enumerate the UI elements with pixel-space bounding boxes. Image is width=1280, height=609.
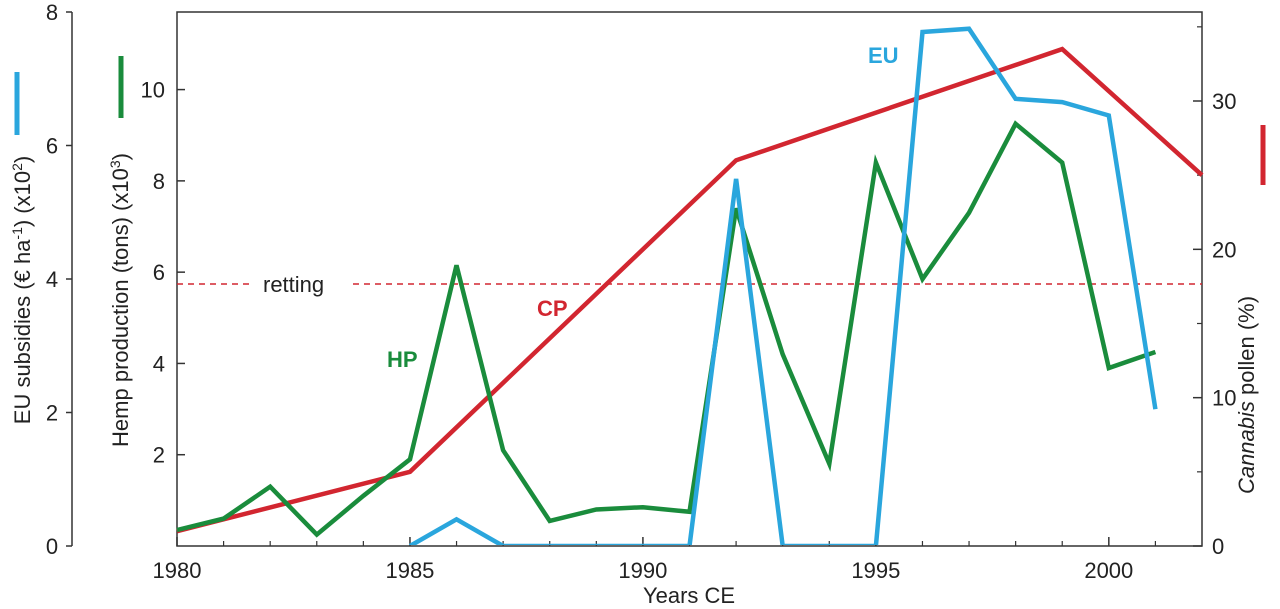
cp-tick-label: 20 bbox=[1212, 237, 1236, 262]
series-label-hp: HP bbox=[387, 347, 418, 372]
hp-axis-label: Hemp production (tons) (x103) bbox=[107, 153, 133, 447]
x-tick-label: 1980 bbox=[153, 558, 202, 583]
x-tick-label: 2000 bbox=[1084, 558, 1133, 583]
series-label-eu: EU bbox=[868, 43, 899, 68]
cp-tick-label: 30 bbox=[1212, 89, 1236, 114]
eu-axis-label-part: ) (x10 bbox=[10, 171, 35, 227]
cp-ticks: 0 10 20 30 bbox=[1193, 26, 1236, 559]
eu-tick-label: 8 bbox=[46, 0, 58, 25]
eu-tick-label: 4 bbox=[46, 267, 58, 292]
eu-axis-label: EU subsidies (€ ha-1) (x102) bbox=[9, 156, 35, 424]
series-lines bbox=[176, 26, 1204, 545]
cp-axis-label-group: Cannabis pollen (%) bbox=[1234, 125, 1266, 494]
eu-axis-label-group: EU subsidies (€ ha-1) (x102) bbox=[9, 72, 35, 424]
hp-axis-label-part: Hemp production (tons) (x10 bbox=[108, 168, 133, 447]
x-tick-label: 1985 bbox=[385, 558, 434, 583]
hp-tick-label: 6 bbox=[153, 260, 165, 285]
eu-axis-label-sup: 2 bbox=[9, 163, 25, 171]
cp-axis-label: Cannabis pollen (%) bbox=[1234, 296, 1259, 494]
eu-axis-label-sup: -1 bbox=[9, 227, 25, 240]
hp-tick-label: 8 bbox=[153, 169, 165, 194]
x-tick-label: 1990 bbox=[618, 558, 667, 583]
series-line-eu bbox=[408, 26, 1158, 545]
cp-tick-label: 0 bbox=[1212, 534, 1224, 559]
cp-axis-label-italic: Cannabis bbox=[1234, 401, 1259, 494]
series-line-cp bbox=[176, 46, 1204, 534]
hp-axis-label-sup: 3 bbox=[107, 160, 123, 168]
x-ticks: 1980 1985 1990 1995 2000 bbox=[153, 537, 1157, 583]
cp-axis-label-part: pollen (%) bbox=[1234, 296, 1259, 401]
retting-label-bg bbox=[252, 268, 352, 298]
eu-axis-label-part: EU subsidies (€ ha bbox=[10, 239, 35, 424]
retting-label: retting bbox=[263, 272, 324, 297]
hp-axis-label-group: Hemp production (tons) (x103) bbox=[107, 56, 133, 447]
x-axis-label: Years CE bbox=[643, 583, 735, 608]
hp-ticks: 2 4 6 8 10 bbox=[141, 78, 185, 468]
hp-tick-label: 2 bbox=[153, 443, 165, 468]
eu-tick-label: 0 bbox=[46, 534, 58, 559]
series-label-cp: CP bbox=[537, 296, 568, 321]
eu-axis-label-part: ) bbox=[10, 156, 35, 163]
cp-tick-label: 10 bbox=[1212, 386, 1236, 411]
eu-tick-label: 2 bbox=[46, 401, 58, 426]
eu-tick-label: 6 bbox=[46, 134, 58, 159]
hp-tick-label: 4 bbox=[153, 351, 165, 376]
hp-axis-label-part: ) bbox=[108, 153, 133, 160]
x-tick-label: 1995 bbox=[851, 558, 900, 583]
hp-tick-label: 10 bbox=[141, 78, 165, 103]
eu-ticks: 0 2 4 6 8 bbox=[46, 0, 72, 559]
series-line-hp bbox=[176, 120, 1157, 538]
